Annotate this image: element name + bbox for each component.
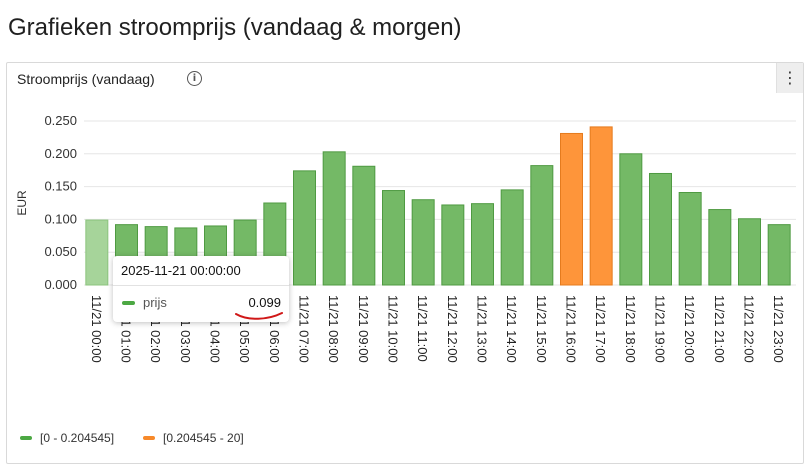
legend-label-low: [0 - 0.204545] [40,431,115,445]
tooltip-divider [113,285,289,286]
legend-swatch-green [20,435,32,440]
bar [352,165,376,286]
bar [322,151,346,286]
x-tick-label: 11/21 00:00 [89,295,104,363]
bar [382,190,405,286]
bar [85,219,109,286]
tooltip-date: 2025-11-21 00:00:00 [121,263,241,278]
y-tick-label: 0.150 [44,179,77,194]
panel-menu-button[interactable]: ⋮ [776,63,803,93]
x-tick-label: 11/21 21:00 [712,295,727,363]
more-vert-icon: ⋮ [782,68,798,87]
bar [471,203,494,286]
tooltip-value: 0.099 [248,295,281,310]
x-tick-label: 11/21 23:00 [771,295,786,363]
tooltip-series-name: prijs [143,295,167,310]
y-tick-label: 0.200 [44,146,77,161]
page-title: Grafieken stroomprijs (vandaag & morgen) [8,14,462,41]
y-tick-label: 0.050 [44,244,77,259]
x-tick-label: 11/21 22:00 [742,295,757,363]
bar [738,218,761,286]
tooltip-series-swatch [122,301,135,305]
bar [649,172,672,286]
legend-item-low[interactable]: [0 - 0.204545] [20,431,114,445]
x-tick-label: 11/21 17:00 [593,295,608,363]
x-tick-label: 11/21 10:00 [386,295,401,363]
y-tick-label: 0.100 [44,211,77,226]
bar [411,199,435,286]
bar [441,204,465,286]
x-tick-label: 11/21 20:00 [682,295,697,363]
y-tick-label: 0.000 [44,277,77,292]
panel-title: Stroomprijs (vandaag) [17,71,155,87]
bar [293,170,316,286]
x-tick-label: 11/21 18:00 [623,295,638,363]
x-tick-label: 11/21 13:00 [475,295,490,363]
bar [708,209,732,286]
panel-header: Stroomprijs (vandaag) i ⋮ [7,63,803,95]
x-tick-label: 11/21 11:00 [415,295,430,362]
bar [560,132,583,286]
bar [589,126,613,286]
x-tick-label: 11/21 14:00 [504,295,519,363]
bar [767,224,791,286]
bar [530,165,554,286]
bar [678,192,702,286]
legend-item-high[interactable]: [0.204545 - 20] [143,431,244,445]
y-axis-label: EUR [15,190,29,216]
x-tick-label: 11/21 12:00 [445,295,460,363]
info-icon[interactable]: i [187,71,202,86]
bar [500,189,524,286]
x-tick-label: 11/21 08:00 [326,295,341,363]
x-tick-label: 11/21 16:00 [564,295,579,363]
x-tick-label: 11/21 15:00 [534,295,549,363]
x-tick-label: 11/21 07:00 [297,295,312,363]
legend-label-high: [0.204545 - 20] [163,431,244,445]
x-tick-label: 11/21 19:00 [653,295,668,363]
bar [619,153,643,286]
y-tick-label: 0.250 [44,113,77,128]
legend-swatch-orange [143,435,155,440]
chart-tooltip: 2025-11-21 00:00:00 prijs 0.099 [113,256,289,322]
x-tick-label: 11/21 09:00 [356,295,371,363]
